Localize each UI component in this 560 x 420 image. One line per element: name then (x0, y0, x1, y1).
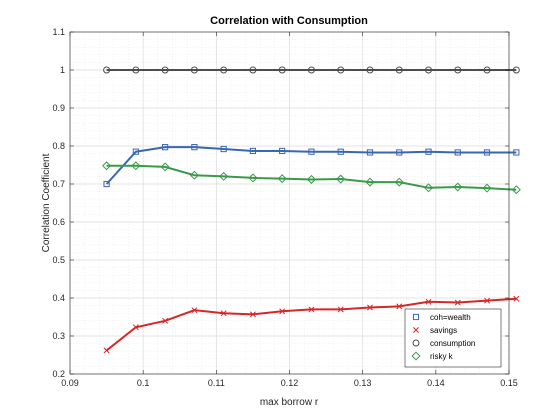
data-point (249, 147, 257, 155)
data-point (308, 306, 315, 313)
data-point (278, 66, 286, 74)
data-point (396, 303, 403, 310)
y-axis-label: Correlation Coefficient (41, 153, 52, 252)
data-point (131, 161, 141, 171)
series-line (106, 164, 517, 191)
legend-label: risky k (430, 352, 454, 361)
data-point (365, 177, 375, 187)
legend-box (404, 308, 502, 368)
data-point (161, 66, 169, 74)
y-tick-label: 0.9 (52, 103, 65, 113)
x-tick-label: 0.13 (354, 378, 372, 388)
data-point (424, 183, 434, 193)
data-point (512, 66, 520, 74)
data-point (132, 66, 140, 74)
series-risky-k (102, 161, 521, 195)
data-point (277, 174, 287, 184)
x-tick-label: 0.15 (500, 378, 518, 388)
legend-label: coh=wealth (430, 313, 471, 322)
data-point (366, 149, 374, 156)
data-point (103, 180, 110, 188)
series-line (105, 146, 517, 185)
y-tick-label: 0.2 (52, 369, 65, 379)
data-point (425, 298, 432, 305)
data-point (220, 145, 227, 153)
x-tick-label: 0.14 (427, 378, 445, 388)
data-point (336, 174, 346, 184)
data-point (132, 148, 139, 155)
series-savings (103, 295, 520, 354)
data-point (337, 148, 344, 155)
data-point (306, 174, 316, 184)
data-point (162, 317, 169, 324)
data-point (103, 347, 110, 354)
y-tick-label: 0.6 (52, 217, 65, 227)
y-tick-label: 0.5 (52, 255, 65, 265)
data-point (220, 310, 227, 317)
series-coh-wealth (103, 144, 520, 188)
data-point (453, 182, 463, 192)
data-point (307, 66, 315, 74)
y-tick-label: 0.7 (52, 179, 65, 189)
data-point (454, 299, 461, 306)
legend-label: consumption (430, 339, 475, 348)
y-tick-label: 0.8 (52, 141, 65, 151)
data-point (395, 66, 403, 74)
data-point (279, 308, 286, 315)
data-point (191, 144, 198, 151)
y-tick-label: 1.1 (52, 27, 65, 37)
data-point (425, 148, 432, 155)
data-point (511, 185, 521, 195)
data-point (190, 66, 198, 74)
data-point (366, 66, 374, 74)
data-point (162, 144, 169, 151)
data-point (513, 149, 520, 156)
data-point (425, 66, 433, 74)
x-axis-label: max borrow r (260, 397, 319, 408)
data-point (484, 297, 491, 304)
data-point (513, 295, 520, 302)
x-tick-label: 0.12 (281, 378, 299, 388)
data-point (337, 66, 345, 74)
legend-marker (411, 351, 421, 361)
x-tick-label: 0.11 (208, 378, 225, 388)
data-point (367, 304, 373, 311)
data-point (132, 324, 139, 331)
data-point (454, 66, 462, 74)
data-point (308, 148, 315, 155)
data-point (279, 147, 286, 155)
data-point (249, 311, 256, 318)
data-point (482, 183, 492, 193)
data-point (249, 66, 257, 74)
y-tick-label: 0.3 (52, 331, 65, 341)
data-point (483, 66, 491, 74)
data-point (191, 307, 198, 314)
legend-label: savings (430, 326, 457, 335)
axis-ticks: 0.09 0.1 0.11 0.12 0.13 0.14 0.15 0.2 0.3 0.4 0.5 0… (52, 27, 517, 388)
legend: coh=wealth savings consumption risky k (404, 308, 502, 368)
data-point (396, 149, 403, 156)
series-consumption (103, 66, 520, 74)
legend-marker (412, 339, 420, 347)
data-point (248, 173, 258, 183)
y-tick-label: 1 (60, 65, 65, 75)
data-point (454, 149, 461, 156)
data-point (103, 66, 111, 74)
data-point (219, 171, 229, 181)
data-point (483, 149, 491, 156)
data-point (394, 177, 404, 187)
data-point (189, 170, 199, 180)
data-point (102, 161, 112, 171)
data-point (160, 162, 170, 172)
legend-marker (412, 313, 420, 321)
legend-marker (413, 327, 419, 333)
y-tick-label: 0.4 (52, 293, 65, 303)
chart-title: Correlation with Consumption (210, 15, 368, 27)
x-tick-label: 0.1 (137, 378, 150, 388)
data-point (220, 66, 228, 74)
data-point (337, 306, 344, 313)
x-tick-label: 0.09 (61, 378, 79, 388)
series-group (102, 66, 521, 354)
